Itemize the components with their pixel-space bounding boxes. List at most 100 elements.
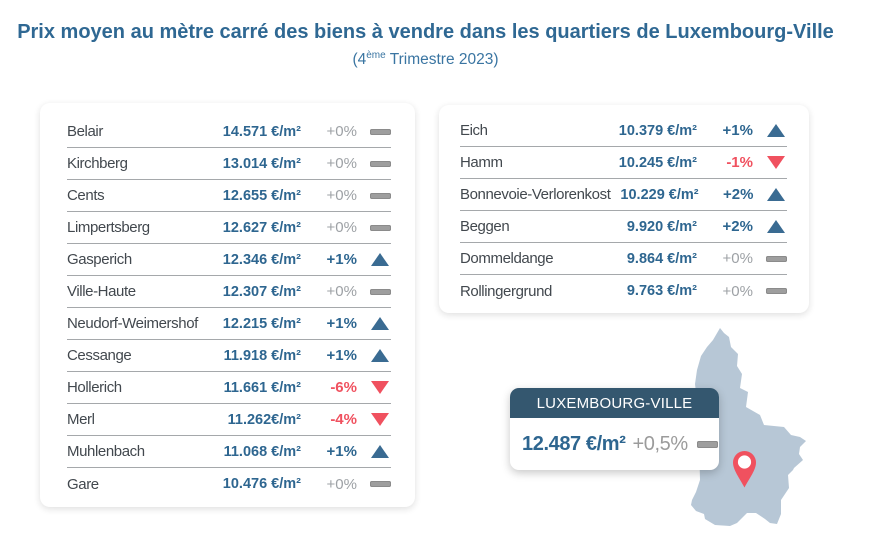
callout-title: LUXEMBOURG-VILLE [510, 388, 719, 418]
quarter-row: Gasperich 12.346 €/m² +1% [67, 244, 391, 276]
quarter-price: 12.655 €/m² [222, 187, 301, 204]
trend-down-shape [371, 413, 389, 426]
price-panel-right: Eich 10.379 €/m² +1% Hamm 10.245 €/m² -1% Bonn… [439, 105, 809, 313]
quarter-name: Beggen [460, 218, 510, 235]
quarter-name: Muhlenbach [67, 443, 145, 460]
trend-up-icon [765, 188, 787, 201]
quarter-price: 10.379 €/m² [618, 122, 697, 139]
trend-up-shape [371, 445, 389, 458]
subtitle-suffix: Trimestre 2023) [385, 51, 499, 68]
quarter-name: Bonnevoie-Verlorenkost [460, 186, 611, 203]
quarter-change: +0% [722, 282, 753, 300]
location-pin-hole [737, 455, 752, 469]
quarter-row: Gare 10.476 €/m² +0% [67, 468, 391, 500]
quarter-price: 10.229 €/m² [620, 186, 699, 203]
quarter-change: +1% [326, 315, 357, 332]
trend-up-shape [767, 124, 785, 137]
trend-down-icon [369, 381, 391, 394]
subtitle-superscript: ème [366, 49, 386, 61]
quarter-price: 10.476 €/m² [222, 476, 301, 492]
quarter-name: Gare [67, 475, 99, 493]
quarter-price: 12.627 €/m² [222, 219, 301, 236]
quarter-row: Muhlenbach 11.068 €/m² +1% [67, 436, 391, 468]
trend-up-shape [767, 220, 785, 233]
quarter-change: +0% [326, 123, 357, 140]
trend-flat-icon [369, 481, 391, 487]
quarter-row: Limpertsberg 12.627 €/m² +0% [67, 212, 391, 244]
quarter-change: +1% [326, 347, 357, 364]
quarter-row: Rollingergrund 9.763 €/m² +0% [460, 275, 787, 307]
price-panel-left: Belair 14.571 €/m² +0% Kirchberg 13.014 €/m²… [40, 103, 415, 507]
quarter-price: 10.245 €/m² [618, 154, 697, 171]
trend-flat-icon [369, 192, 391, 199]
city-average-callout: LUXEMBOURG-VILLE 12.487 €/m² +0,5% [510, 388, 719, 470]
trend-down-icon [369, 413, 391, 426]
trend-down-shape [371, 381, 389, 394]
quarter-row: Belair 14.571 €/m² +0% [67, 116, 391, 148]
quarter-change: +1% [326, 443, 357, 460]
quarter-row: Neudorf-Weimershof 12.215 €/m² +1% [67, 308, 391, 340]
trend-flat-shape [369, 192, 391, 199]
subtitle-prefix: (4 [352, 51, 367, 68]
trend-up-shape [767, 188, 786, 201]
trend-flat-icon [369, 224, 391, 231]
trend-down-shape [767, 156, 785, 169]
trend-up-icon [369, 253, 391, 266]
quarter-change: +1% [326, 251, 357, 268]
quarter-price: 9.920 €/m² [626, 218, 697, 235]
quarter-name: Hollerich [67, 379, 122, 396]
trend-up-icon [369, 317, 391, 330]
quarter-change: +1% [722, 122, 753, 139]
country-outline [691, 328, 806, 526]
quarter-change: +0% [326, 187, 357, 204]
quarter-price: 12.346 €/m² [222, 251, 301, 268]
quarter-change: +0% [326, 155, 357, 172]
trend-flat-icon [765, 255, 787, 262]
trend-flat-shape [369, 481, 391, 487]
quarter-name: Hamm [460, 154, 503, 171]
callout-change: +0,5% [632, 432, 688, 455]
quarter-row: Kirchberg 13.014 €/m² +0% [67, 148, 391, 180]
trend-up-shape [371, 253, 389, 266]
quarter-name: Neudorf-Weimershof [67, 315, 198, 332]
quarter-price: 11.661 €/m² [223, 379, 301, 396]
callout-price: 12.487 €/m² [522, 432, 626, 455]
quarter-change: +0% [326, 219, 357, 236]
quarter-name: Cessange [67, 347, 132, 364]
quarter-price: 12.307 €/m² [222, 283, 301, 300]
quarter-name: Belair [67, 123, 103, 140]
trend-down-icon [765, 156, 787, 169]
trend-flat-icon [369, 160, 391, 167]
trend-flat-shape [369, 288, 391, 295]
trend-flat-icon [369, 128, 391, 135]
quarter-price: 12.215 €/m² [222, 315, 301, 332]
trend-flat-shape [765, 255, 787, 262]
quarter-row: Ville-Haute 12.307 €/m² +0% [67, 276, 391, 308]
quarter-price: 11.068 €/m² [223, 443, 301, 460]
trend-up-shape [371, 317, 389, 330]
quarter-price: 13.014 €/m² [222, 155, 301, 172]
quarter-row: Beggen 9.920 €/m² +2% [460, 211, 787, 243]
quarter-row: Cents 12.655 €/m² +0% [67, 180, 391, 212]
page-title: Prix moyen au mètre carré des biens à ve… [17, 21, 834, 43]
quarter-change: -4% [330, 411, 357, 428]
trend-flat-icon [369, 288, 391, 295]
trend-up-icon [369, 349, 391, 362]
trend-up-icon [765, 124, 787, 137]
quarter-name: Rollingergrund [460, 282, 552, 300]
quarter-name: Eich [460, 122, 488, 139]
quarter-row: Eich 10.379 €/m² +1% [460, 115, 787, 147]
trend-up-icon [765, 220, 787, 233]
quarter-row: Merl 11.262€/m² -4% [67, 404, 391, 436]
quarter-change: +2% [722, 218, 753, 235]
trend-flat-shape [765, 288, 787, 294]
quarter-change: +0% [326, 475, 357, 493]
callout-body: 12.487 €/m² +0,5% [510, 418, 719, 470]
quarter-name: Merl [67, 411, 95, 428]
quarter-change: +2% [723, 186, 754, 203]
quarter-row: Bonnevoie-Verlorenkost 10.229 €/m² +2% [460, 179, 787, 211]
quarter-price: 14.571 €/m² [222, 123, 301, 140]
quarter-row: Hollerich 11.661 €/m² -6% [67, 372, 391, 404]
quarter-name: Gasperich [67, 251, 132, 268]
